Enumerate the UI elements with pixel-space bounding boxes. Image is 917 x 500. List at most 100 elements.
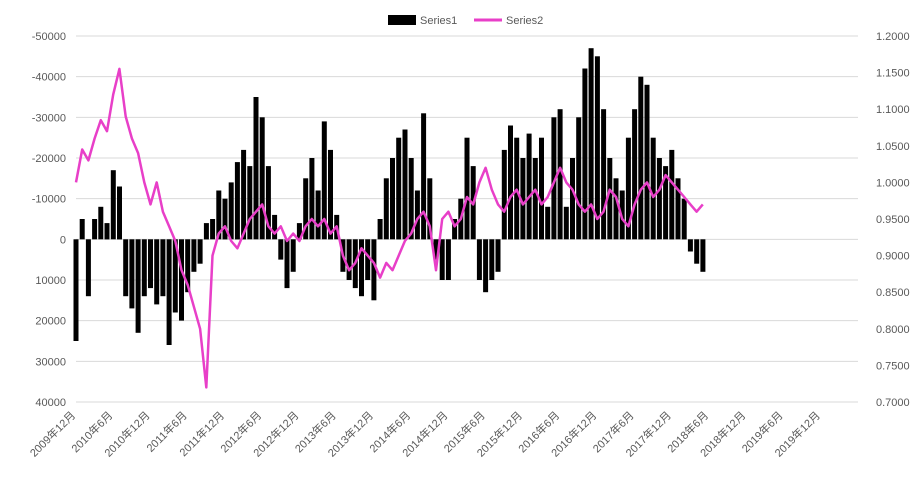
series1-bar (365, 239, 371, 280)
left-tick-label: -30000 (32, 112, 66, 124)
series1-bar (284, 239, 290, 289)
series1-bar (185, 239, 191, 293)
series1-bar (346, 239, 352, 280)
series1-bar (489, 239, 495, 280)
series1-bar (123, 239, 129, 297)
series1-bar (452, 219, 458, 240)
left-tick-label: 20000 (35, 316, 66, 328)
series1-bar (508, 125, 513, 240)
series1-bar (396, 137, 402, 240)
series1-bar (117, 186, 122, 240)
series1-bar (110, 170, 116, 240)
series1-bar (563, 206, 569, 240)
series1-bar (359, 239, 364, 297)
right-tick-label: 1.0000 (876, 177, 910, 189)
series1-bar (464, 137, 470, 240)
legend-series2-label: Series2 (506, 15, 543, 27)
series1-bar (421, 113, 427, 240)
x-tick-label: 2009年12月 (27, 408, 78, 459)
series1-bar (172, 239, 178, 313)
series2-line (74, 67, 704, 389)
series1-bar (166, 239, 172, 345)
series1-bar (582, 68, 588, 240)
series1-bar (296, 223, 302, 240)
series1-bar (290, 239, 296, 272)
legend: Series1 Series2 (388, 15, 543, 27)
series1-bar (253, 97, 259, 240)
series1-bar (129, 239, 135, 309)
right-tick-label: 0.8000 (876, 324, 910, 336)
left-tick-label: 10000 (35, 275, 66, 287)
series1-bar (675, 178, 681, 240)
series1-bar (210, 219, 216, 240)
series1-bar (539, 137, 544, 240)
right-tick-label: 0.9500 (876, 214, 910, 226)
series1-bar (526, 133, 532, 240)
left-tick-label: -10000 (32, 194, 66, 206)
series1-bar (588, 48, 594, 240)
series1-bar (278, 239, 284, 260)
series1-bar (476, 239, 482, 280)
right-tick-label: 0.7500 (876, 360, 910, 372)
series1-bar (315, 190, 321, 240)
series1-bar (73, 239, 79, 341)
series1-bar (551, 117, 557, 240)
series1-bar (414, 190, 420, 240)
series1-bar (383, 178, 389, 240)
series1-bar (594, 56, 600, 240)
series1-bar (191, 239, 197, 272)
series1-bar (545, 206, 551, 240)
series1-bar (247, 166, 253, 240)
series1-bar (154, 239, 160, 305)
series1-bar (135, 239, 141, 333)
left-tick-label: 30000 (35, 356, 66, 368)
right-tick-label: 1.2000 (876, 31, 910, 43)
series1-bar (427, 178, 433, 240)
series1-bar (303, 178, 309, 240)
right-tick-label: 0.8500 (876, 287, 910, 299)
series1-bar (669, 149, 675, 240)
series1-bar (557, 109, 563, 240)
legend-series1-label: Series1 (420, 15, 457, 27)
series1-bar (160, 239, 166, 297)
series1-bar (241, 149, 247, 240)
series1-bar (439, 239, 445, 280)
series1-bar (371, 239, 377, 301)
series1-bar (228, 182, 234, 240)
series1-bar (663, 166, 669, 240)
series1-bar (607, 158, 613, 240)
series1-bar (104, 223, 110, 240)
series1-bar (259, 117, 265, 240)
right-tick-label: 1.1000 (876, 104, 910, 116)
series1-bar (265, 166, 271, 240)
series1-bar (520, 158, 526, 240)
left-tick-label: 0 (60, 234, 66, 246)
series1-bar (402, 129, 408, 240)
series1-bar (625, 137, 631, 240)
left-tick-label: 40000 (35, 397, 66, 409)
series1-bar (197, 239, 203, 264)
series1-bar (656, 158, 662, 240)
series1-bar (650, 137, 656, 240)
series1-bar (445, 239, 451, 280)
series1-bar (681, 198, 687, 240)
left-tick-label: -40000 (32, 72, 66, 84)
series1-bar (92, 219, 98, 240)
series1-bar (644, 84, 650, 240)
right-tick-label: 1.1500 (876, 68, 910, 80)
series1-bar (694, 239, 700, 264)
right-tick-label: 1.0500 (876, 141, 910, 153)
series1-bar (576, 117, 582, 240)
series1-bar (98, 206, 104, 240)
series1-bar (613, 178, 619, 240)
series1-bar (85, 239, 91, 297)
series1-bar (638, 76, 644, 240)
right-tick-label: 0.7000 (876, 397, 910, 409)
series1-bar (79, 219, 85, 240)
series1-bars (73, 48, 706, 345)
series1-bar (377, 219, 383, 240)
series1-bar (234, 162, 240, 240)
series2-line-group (74, 67, 704, 389)
